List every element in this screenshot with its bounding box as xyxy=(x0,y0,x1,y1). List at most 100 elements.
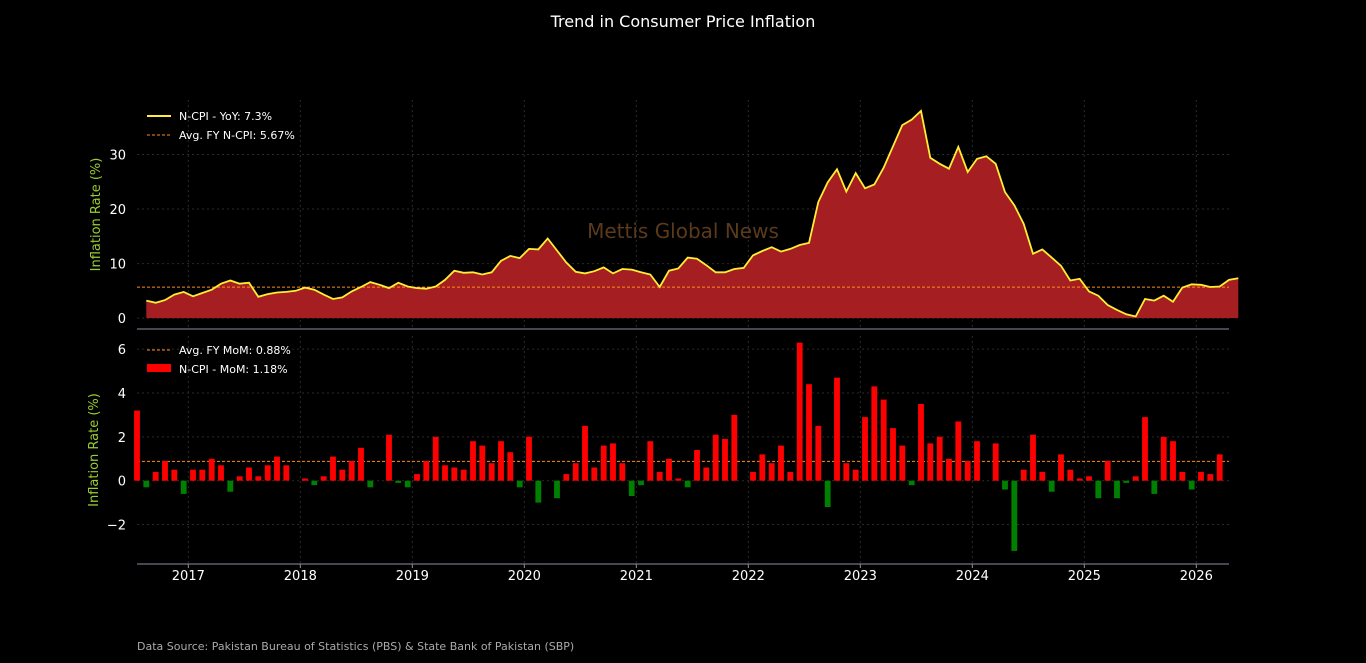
x-tick-label: 2019 xyxy=(396,569,429,584)
mom-legend: Avg. FY MoM: 0.88% N-CPI - MoM: 1.18% xyxy=(147,344,291,376)
mom-bar xyxy=(610,443,616,481)
x-tick-label: 2018 xyxy=(284,569,317,584)
mom-bar xyxy=(703,467,710,481)
y-tick-label: 0 xyxy=(118,312,126,327)
mom-bar xyxy=(815,425,822,481)
mom-bar xyxy=(255,476,262,481)
x-tick-label: 2025 xyxy=(1068,569,1101,584)
chart-title: Trend in Consumer Price Inflation xyxy=(550,12,816,31)
mom-bar xyxy=(1104,461,1111,481)
mom-bar xyxy=(134,410,140,481)
mom-bar xyxy=(890,428,896,481)
mom-bar xyxy=(246,467,252,481)
mom-bar xyxy=(208,458,215,481)
mom-bar xyxy=(162,461,168,481)
mom-bar xyxy=(908,480,915,486)
mom-bar xyxy=(712,434,719,481)
mom-bar xyxy=(227,480,234,492)
mom-bar xyxy=(432,436,439,481)
y-tick-label: 4 xyxy=(118,387,126,402)
mom-bar xyxy=(180,480,187,494)
mom-bar xyxy=(218,465,224,481)
x-tick-label: 2026 xyxy=(1180,569,1213,584)
mom-bar xyxy=(1030,434,1036,481)
mom-bar xyxy=(694,450,700,481)
mom-bar xyxy=(1216,454,1223,481)
mom-bar xyxy=(507,452,514,481)
top-y-axis-label: Inflation Rate (%) xyxy=(89,158,104,272)
mom-bar xyxy=(358,447,364,481)
mom-bar xyxy=(1067,469,1074,481)
mom-bar xyxy=(199,469,206,481)
mom-bar xyxy=(964,461,971,481)
x-tick-label: 2021 xyxy=(620,569,653,584)
mom-bar xyxy=(834,377,840,481)
x-tick-label: 2024 xyxy=(956,569,989,584)
mom-bar xyxy=(460,469,467,481)
mom-bar xyxy=(1160,436,1167,481)
mom-bar xyxy=(470,441,476,481)
mom-bar xyxy=(936,436,943,481)
legend-avg-yoy-label: Avg. FY N-CPI: 5.67% xyxy=(179,129,295,142)
mom-bar xyxy=(1123,480,1130,483)
y-tick-label: 20 xyxy=(109,203,126,218)
mom-bar xyxy=(731,414,738,481)
mom-bar xyxy=(666,458,672,481)
mom-bar xyxy=(386,434,392,481)
mom-bar xyxy=(796,342,803,481)
mom-bar xyxy=(619,463,626,481)
mom-bar xyxy=(274,456,280,481)
mom-bar xyxy=(414,474,420,481)
mom-bar xyxy=(190,469,196,481)
mom-bar xyxy=(955,421,962,481)
mom-bar xyxy=(852,469,859,481)
mom-bar xyxy=(526,436,532,481)
mom-bar xyxy=(302,478,308,481)
mom-bar xyxy=(768,463,775,481)
mom-bar xyxy=(283,465,290,481)
mom-bar xyxy=(647,441,654,481)
mom-bar xyxy=(1076,478,1083,481)
watermark: Mettis Global News xyxy=(587,219,779,243)
mom-bar xyxy=(423,461,430,481)
y-tick-label: 30 xyxy=(109,149,126,164)
mom-bar xyxy=(880,399,887,481)
mom-bar xyxy=(656,471,663,481)
mom-bar xyxy=(946,458,952,481)
mom-bar xyxy=(563,474,570,481)
y-tick-label: −2 xyxy=(107,519,126,534)
yoy-panel: 0 10 20 30 Inflation Rate (%) Mettis Global… xyxy=(89,100,1239,329)
mom-bar xyxy=(628,480,635,496)
mom-bar xyxy=(591,467,598,481)
mom-bar xyxy=(1039,471,1046,481)
mom-bar xyxy=(1095,480,1102,499)
mom-bar xyxy=(535,480,542,503)
mom-bar xyxy=(395,480,402,483)
mom-bar xyxy=(1011,480,1018,551)
mom-bar xyxy=(572,463,579,481)
y-tick-label: 10 xyxy=(109,258,126,273)
mom-bar xyxy=(974,441,980,481)
mom-bar xyxy=(264,465,271,481)
mom-bar xyxy=(451,467,458,481)
mom-bar xyxy=(339,469,346,481)
mom-bar xyxy=(675,478,682,481)
mom-bar xyxy=(1170,441,1176,481)
mom-bar xyxy=(899,445,906,481)
mom-bar xyxy=(404,480,411,488)
legend-yoy-label: N-CPI - YoY: 7.3% xyxy=(179,110,272,123)
mom-bar xyxy=(152,471,159,481)
mom-bar xyxy=(1188,480,1195,490)
y-tick-label: 0 xyxy=(118,475,126,490)
mom-bar xyxy=(1086,476,1092,481)
mom-bar xyxy=(927,443,934,481)
x-tick-label: 2023 xyxy=(844,569,877,584)
mom-bar xyxy=(1002,480,1008,490)
mom-bar xyxy=(348,461,355,481)
legend-mom-label: N-CPI - MoM: 1.18% xyxy=(179,363,288,376)
yoy-legend: N-CPI - YoY: 7.3% Avg. FY N-CPI: 5.67% xyxy=(147,110,295,142)
mom-bar xyxy=(1198,471,1204,481)
mom-bar xyxy=(236,476,243,481)
x-tick-label: 2020 xyxy=(508,569,541,584)
y-tick-label: 2 xyxy=(118,431,126,446)
